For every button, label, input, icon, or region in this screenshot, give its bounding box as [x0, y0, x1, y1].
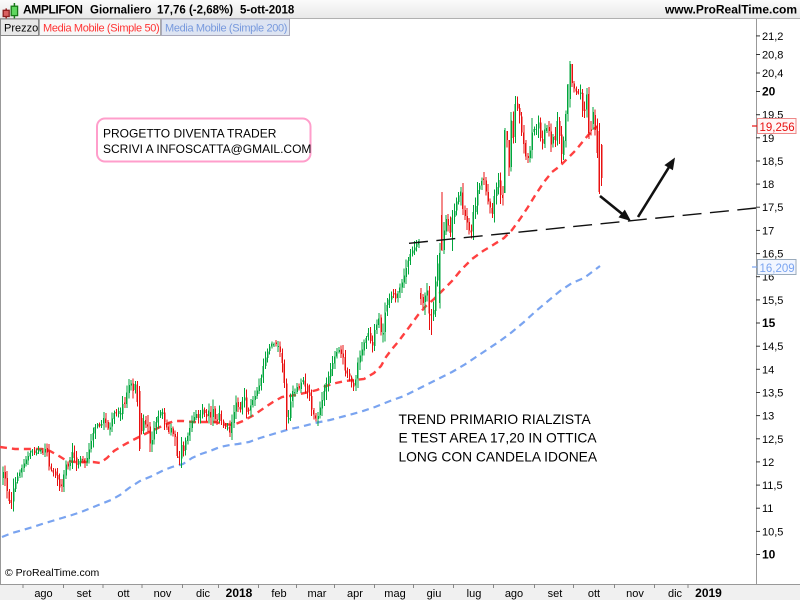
svg-text:17,5: 17,5 — [762, 202, 783, 214]
svg-text:17,76 (-2,68%): 17,76 (-2,68%) — [157, 5, 233, 17]
svg-text:Media Mobile (Simple 50): Media Mobile (Simple 50) — [43, 23, 159, 35]
svg-text:15: 15 — [762, 316, 776, 330]
svg-text:19,256: 19,256 — [760, 122, 795, 134]
svg-text:14,5: 14,5 — [762, 341, 783, 353]
svg-text:dic: dic — [196, 588, 211, 600]
svg-text:AMPLIFON: AMPLIFON — [23, 3, 82, 17]
svg-text:13,5: 13,5 — [762, 388, 783, 400]
svg-text:ago: ago — [505, 588, 523, 600]
svg-text:nov: nov — [154, 588, 172, 600]
svg-text:Media Mobile (Simple 200): Media Mobile (Simple 200) — [165, 23, 287, 35]
svg-text:18,5: 18,5 — [762, 156, 783, 168]
svg-text:Giornaliero: Giornaliero — [90, 5, 151, 17]
svg-text:11: 11 — [762, 503, 773, 515]
svg-text:18: 18 — [762, 179, 774, 191]
svg-text:PROGETTO DIVENTA TRADER: PROGETTO DIVENTA TRADER — [103, 127, 277, 141]
svg-text:TREND PRIMARIO RIALZISTA: TREND PRIMARIO RIALZISTA — [399, 412, 592, 427]
svg-text:2019: 2019 — [695, 586, 722, 600]
svg-text:20,4: 20,4 — [762, 68, 783, 80]
svg-text:16,5: 16,5 — [762, 249, 783, 261]
svg-text:ott: ott — [117, 588, 129, 600]
svg-text:www.ProRealTime.com: www.ProRealTime.com — [664, 3, 797, 17]
svg-text:mag: mag — [384, 588, 405, 600]
svg-text:14: 14 — [762, 364, 774, 376]
svg-text:5-ott-2018: 5-ott-2018 — [240, 5, 295, 17]
svg-text:20,8: 20,8 — [762, 50, 783, 62]
svg-text:E TEST AREA 17,20 IN OTTICA: E TEST AREA 17,20 IN OTTICA — [399, 431, 598, 446]
svg-text:20: 20 — [762, 85, 776, 99]
svg-text:LONG CON CANDELA IDONEA: LONG CON CANDELA IDONEA — [399, 449, 598, 464]
svg-text:dic: dic — [668, 588, 683, 600]
svg-text:© ProRealTime.com: © ProRealTime.com — [5, 567, 100, 579]
svg-text:ago: ago — [34, 588, 52, 600]
svg-text:21,2: 21,2 — [762, 31, 783, 43]
svg-text:set: set — [77, 588, 92, 600]
svg-text:19: 19 — [762, 133, 774, 145]
svg-text:mar: mar — [308, 588, 327, 600]
svg-text:lug: lug — [467, 588, 482, 600]
svg-text:2018: 2018 — [226, 586, 253, 600]
svg-text:10: 10 — [762, 548, 776, 562]
svg-text:giu: giu — [427, 588, 442, 600]
svg-text:set: set — [548, 588, 563, 600]
svg-text:12: 12 — [762, 457, 774, 469]
svg-text:16,209: 16,209 — [760, 263, 795, 275]
svg-text:ott: ott — [588, 588, 600, 600]
svg-text:17: 17 — [762, 225, 774, 237]
svg-text:11,5: 11,5 — [762, 480, 783, 492]
svg-text:nov: nov — [626, 588, 644, 600]
svg-text:Prezzo: Prezzo — [4, 23, 38, 35]
svg-text:15,5: 15,5 — [762, 295, 783, 307]
svg-text:10,5: 10,5 — [762, 526, 783, 538]
svg-text:apr: apr — [347, 588, 363, 600]
svg-text:SCRIVI A INFOSCATTA@GMAIL.COM: SCRIVI A INFOSCATTA@GMAIL.COM — [103, 142, 311, 156]
svg-text:12,5: 12,5 — [762, 434, 783, 446]
svg-text:feb: feb — [271, 588, 286, 600]
svg-text:13: 13 — [762, 411, 774, 423]
